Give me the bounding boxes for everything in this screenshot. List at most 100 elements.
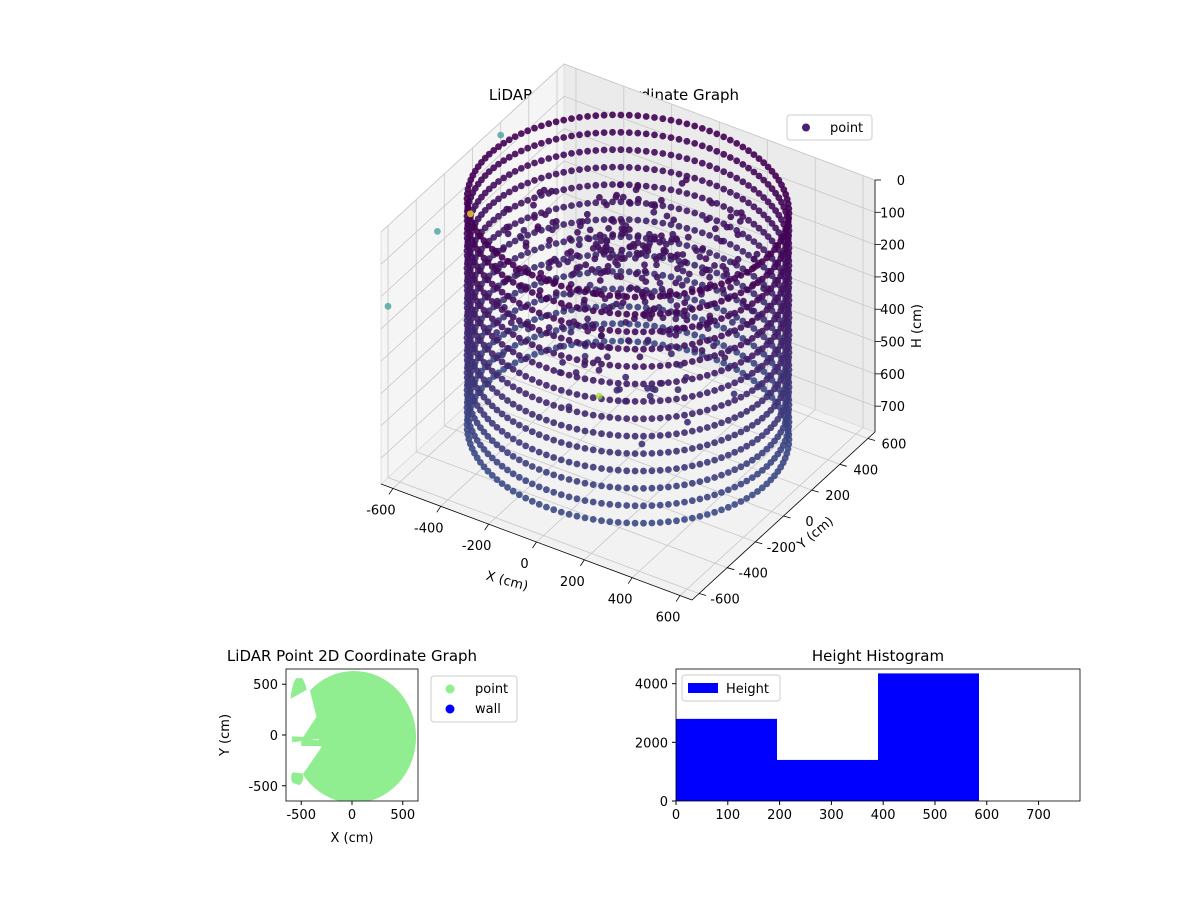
point-3d — [648, 450, 656, 457]
point-3d — [724, 312, 732, 320]
point-3d — [573, 512, 581, 520]
point-3d — [656, 414, 664, 422]
point-3d — [648, 345, 656, 353]
point-3d — [614, 310, 622, 318]
point-3d — [631, 415, 639, 423]
point-3d — [718, 332, 725, 340]
point-3d — [737, 393, 745, 401]
point-3d — [724, 486, 732, 494]
point-3d — [589, 498, 597, 506]
point-3d — [488, 402, 496, 410]
point-3d — [668, 350, 675, 358]
point-3d — [535, 326, 543, 334]
point-3d — [668, 235, 676, 243]
point-3d — [543, 503, 550, 511]
point-3d — [589, 481, 597, 488]
point-3d — [659, 132, 667, 140]
point-3d — [598, 430, 605, 438]
point-3d — [584, 130, 591, 138]
point-3d — [484, 467, 492, 475]
point-3d — [713, 217, 721, 225]
point-3d — [538, 157, 545, 165]
point-3d — [634, 216, 642, 224]
point-3d — [711, 456, 718, 464]
point-3d — [720, 185, 728, 193]
point-3d — [713, 130, 721, 138]
point-3d — [488, 454, 496, 462]
point-3d — [524, 214, 532, 222]
point-3d — [509, 470, 517, 478]
point-3d — [640, 432, 647, 440]
point-3d — [718, 506, 725, 514]
point-3d — [726, 171, 734, 179]
point-3d — [681, 429, 688, 436]
point-3d — [480, 411, 488, 418]
point-3d — [515, 334, 523, 342]
x-tick-label: 0 — [348, 808, 356, 823]
point-3d — [517, 199, 525, 207]
point-3d — [600, 181, 608, 189]
point-3d — [745, 251, 752, 259]
point-3d — [750, 325, 758, 332]
point-3d — [748, 307, 756, 315]
point-3d — [674, 386, 682, 394]
point-3d — [755, 172, 763, 180]
point-3d — [651, 202, 659, 210]
point-3d — [550, 454, 558, 461]
point-3d — [667, 203, 675, 211]
point-3d — [617, 163, 625, 171]
point-3d — [673, 395, 680, 403]
point-3d — [631, 363, 639, 370]
point-3d — [763, 306, 771, 314]
point-3d — [576, 114, 583, 121]
point-3d — [760, 315, 768, 323]
point-3d — [484, 433, 492, 440]
point-3d — [658, 232, 665, 240]
point-3d — [535, 431, 543, 439]
point-3d — [547, 258, 555, 266]
point-3d — [758, 467, 766, 474]
point-3d — [667, 116, 675, 124]
point-3d — [760, 228, 768, 236]
point-3d — [651, 340, 658, 347]
point-3d — [758, 397, 766, 405]
chart-histogram-bars — [676, 673, 979, 801]
point-3d — [557, 421, 565, 429]
point-3d — [634, 129, 642, 137]
point-3d — [681, 324, 688, 332]
point-3d — [543, 399, 550, 407]
point-3d — [703, 389, 711, 397]
point-3d — [550, 332, 558, 340]
point-3d — [642, 217, 650, 225]
point-3d — [589, 359, 597, 367]
point-3d — [623, 502, 631, 509]
point-3d — [754, 488, 761, 495]
point-3d — [618, 246, 626, 254]
point-3d — [531, 351, 538, 358]
point-3d — [651, 218, 658, 226]
x-tick-label: -600 — [366, 503, 396, 518]
point-3d — [592, 216, 600, 224]
point-3d — [598, 360, 605, 368]
point-3d — [743, 495, 751, 502]
point-3d — [581, 305, 589, 313]
point-3d — [600, 129, 608, 137]
point-3d — [520, 226, 528, 234]
point-3d — [681, 342, 688, 349]
point-3d — [498, 428, 506, 435]
point-3d — [515, 404, 523, 412]
point-3d — [754, 366, 761, 374]
point-3d — [550, 436, 558, 444]
point-3d — [675, 153, 683, 161]
point-3d — [556, 342, 564, 350]
point-3d — [531, 177, 538, 184]
point-3d — [507, 319, 515, 327]
point-3d — [755, 190, 763, 197]
point-3d — [745, 216, 752, 224]
x-tick-label: 500 — [390, 808, 415, 823]
point-3d — [573, 356, 581, 364]
point-3d — [557, 456, 565, 464]
point-3d — [711, 369, 718, 377]
point-3d — [693, 247, 700, 255]
point-3d — [703, 337, 711, 344]
